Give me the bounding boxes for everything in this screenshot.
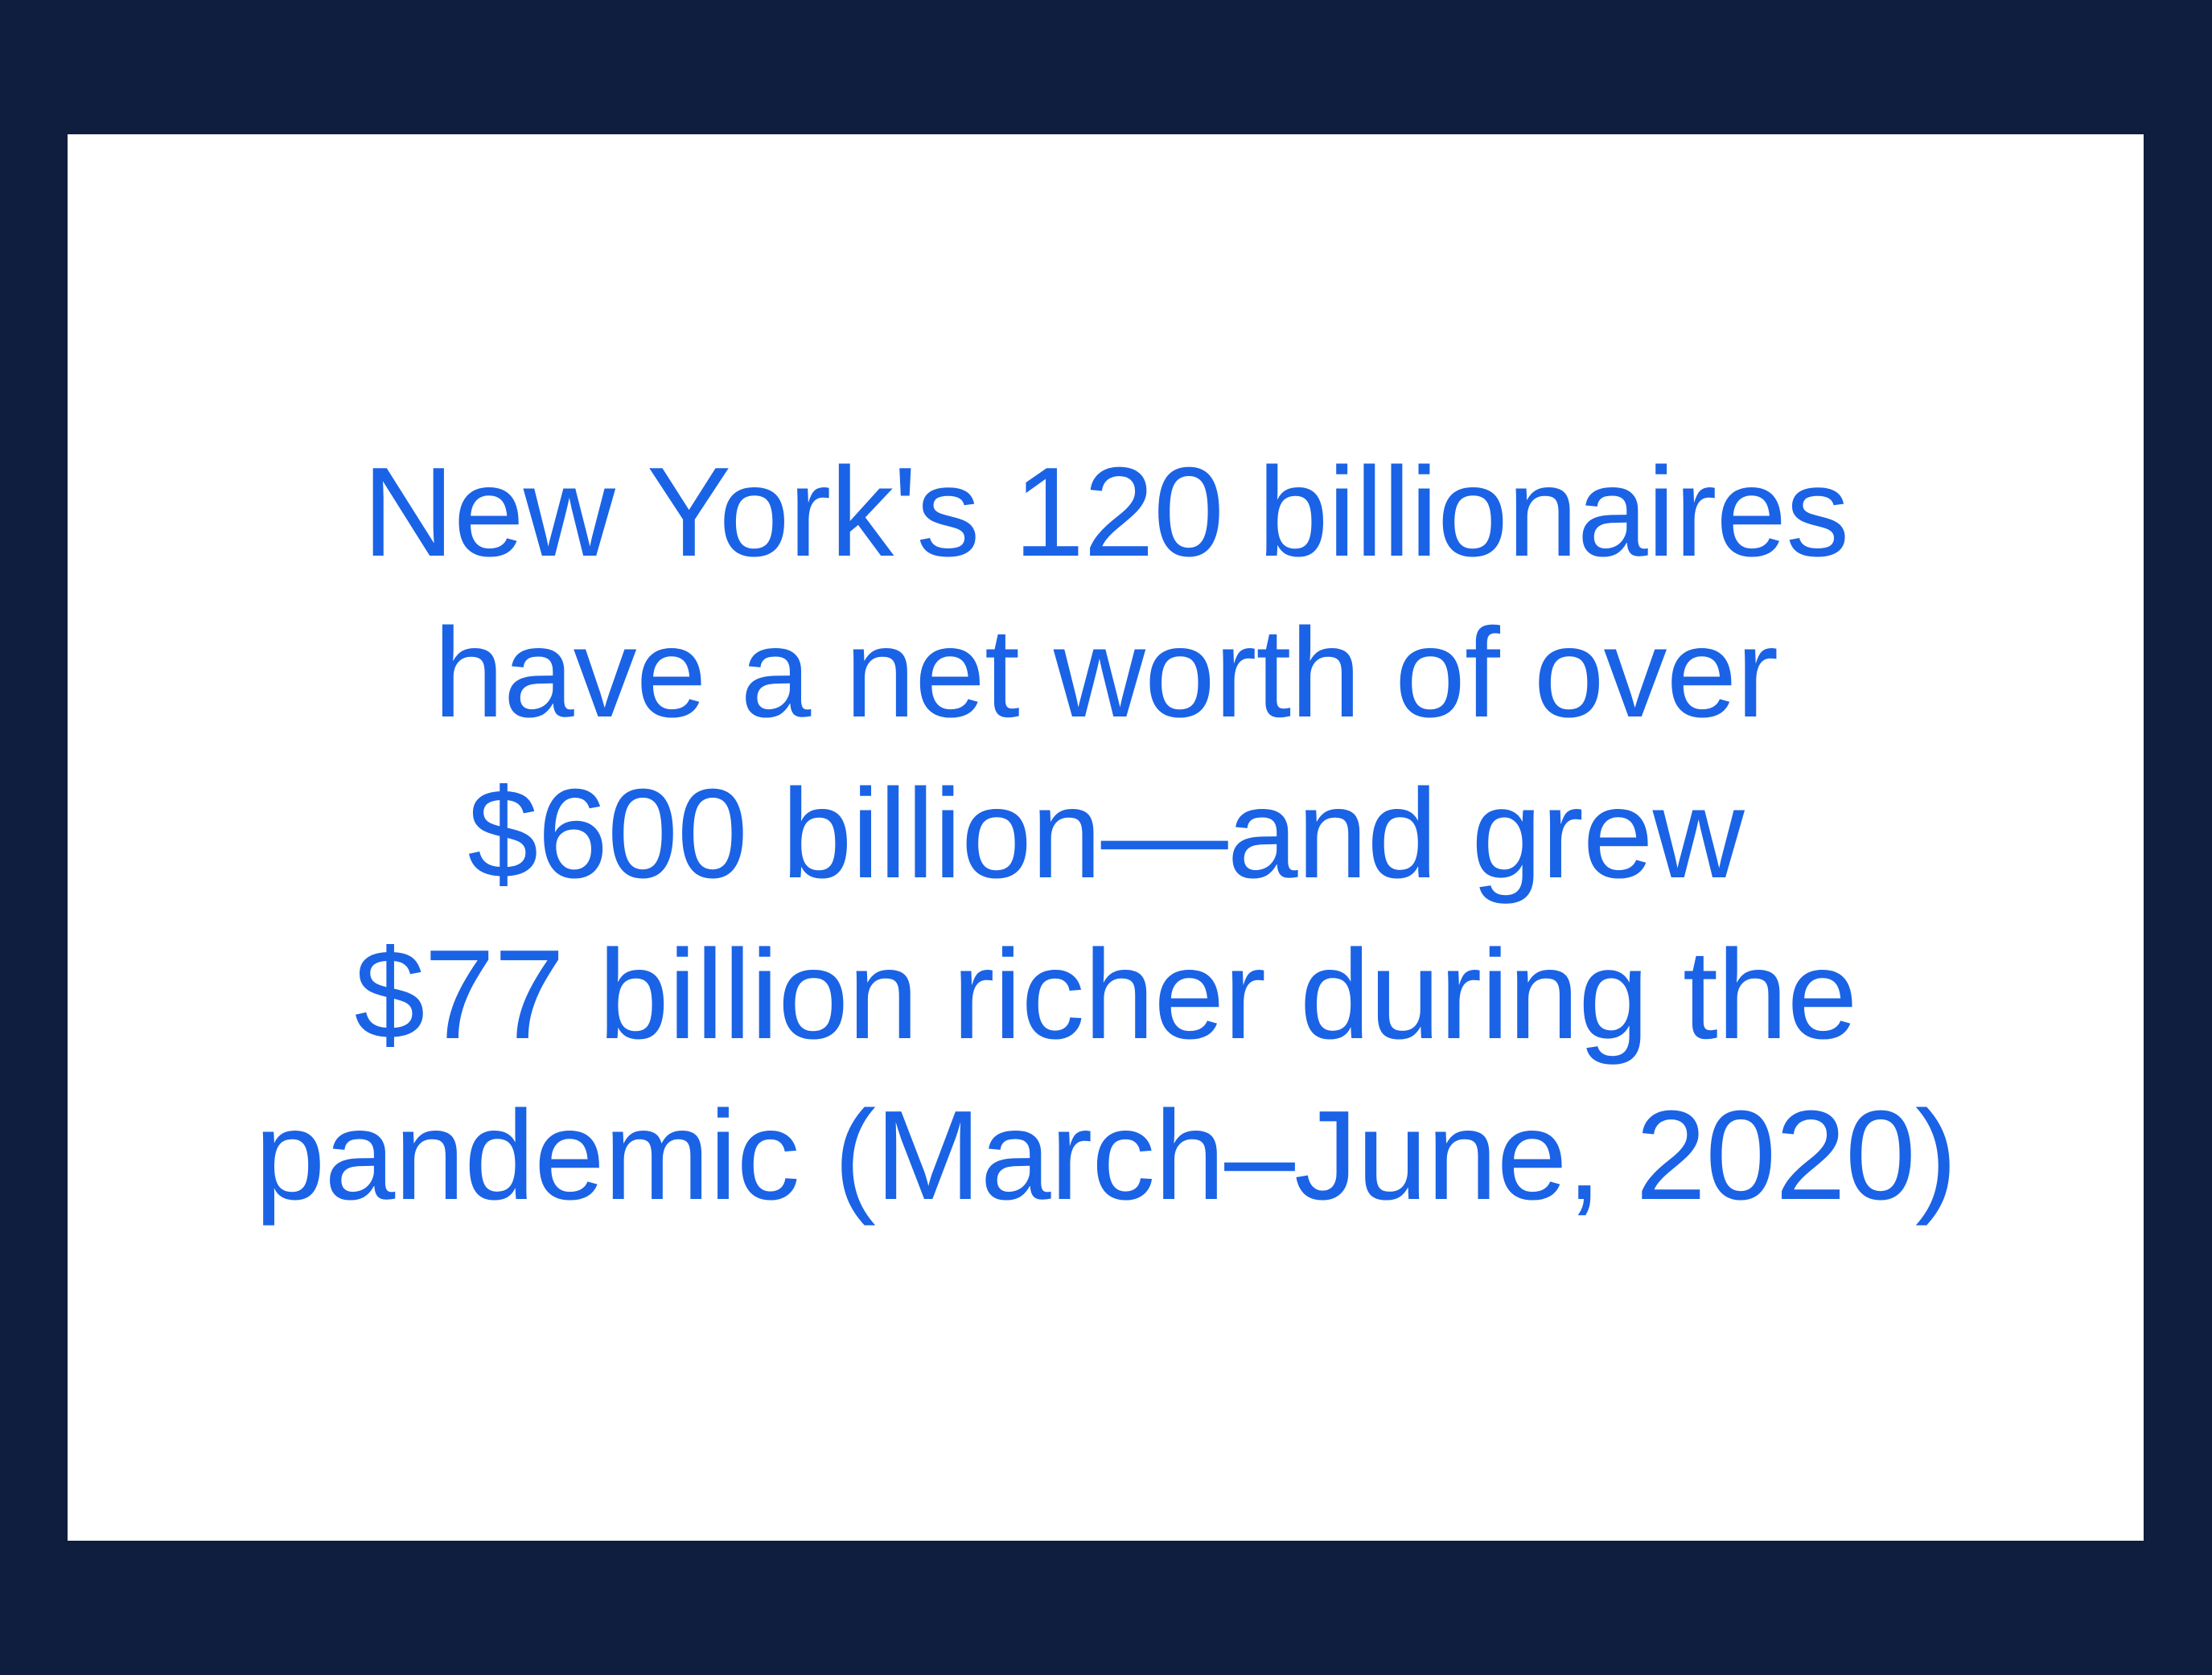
statement-line-1: New York's 120 billionaires: [362, 441, 1850, 583]
statement-line-5: pandemic (March–June, 2020): [254, 1084, 1958, 1226]
statement-line-3: $600 billion—and grew: [467, 762, 1744, 905]
content-card: New York's 120 billionaires have a net w…: [68, 134, 2144, 1541]
statement-text: New York's 120 billionaires have a net w…: [254, 432, 1958, 1236]
statement-line-2: have a net worth of over: [433, 601, 1778, 744]
statement-line-4: $77 billion richer during the: [354, 923, 1857, 1065]
